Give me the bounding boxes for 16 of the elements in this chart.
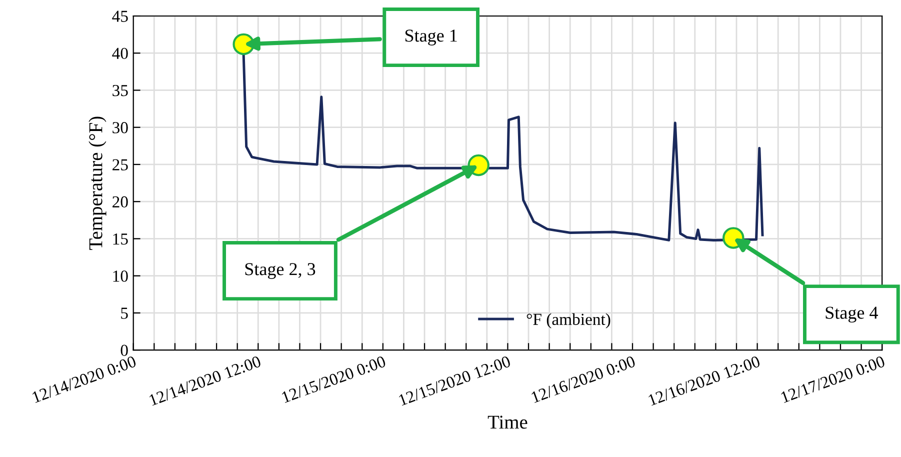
y-axis-title: Temperature (°F)	[88, 116, 106, 250]
y-tick-label: 25	[112, 159, 128, 170]
x-axis-title: Time	[488, 416, 528, 429]
y-tick-label: 10	[113, 270, 128, 282]
y-tick-label: 5	[121, 308, 128, 319]
y-tick-label: 20	[112, 196, 128, 208]
y-tick-label: 30	[112, 122, 128, 134]
y-tick-label: 40	[112, 48, 128, 60]
annotation: Stage 2, 3	[245, 263, 316, 279]
legend-label: °F (ambient)	[526, 313, 610, 328]
annotation: Stage 4	[826, 306, 878, 323]
y-tick-label: 45	[112, 10, 128, 22]
annotation: Stage 1	[405, 30, 457, 46]
y-tick-label: 0	[120, 344, 128, 356]
y-tick-label: 15	[113, 233, 128, 245]
y-tick-label: 35	[112, 84, 128, 96]
